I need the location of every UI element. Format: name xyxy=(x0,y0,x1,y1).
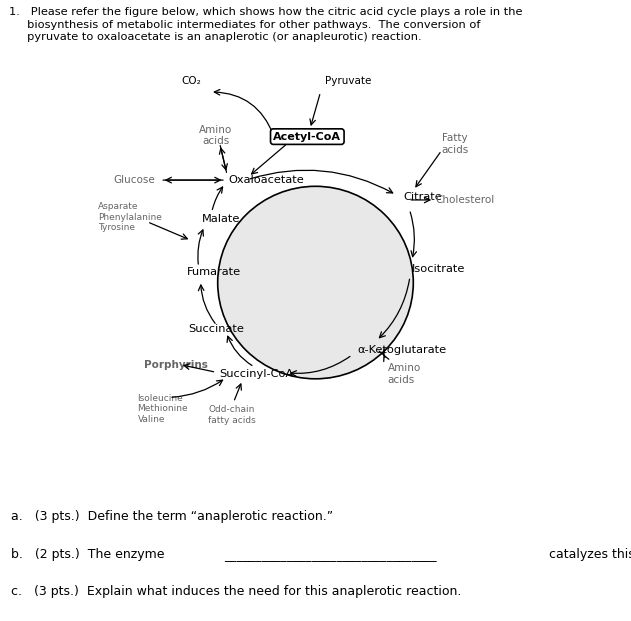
Text: Amino
acids: Amino acids xyxy=(199,125,232,146)
Text: Asparate
Phenylalanine
Tyrosine: Asparate Phenylalanine Tyrosine xyxy=(98,202,162,232)
Text: Cholesterol: Cholesterol xyxy=(435,195,495,205)
Text: __________________________________: __________________________________ xyxy=(224,548,440,561)
Text: Fatty
acids: Fatty acids xyxy=(442,134,469,155)
Text: c.   (3 pts.)  Explain what induces the need for this anaplerotic reaction.: c. (3 pts.) Explain what induces the nee… xyxy=(11,585,462,598)
Text: Citrate: Citrate xyxy=(404,193,442,202)
Text: Fumarate: Fumarate xyxy=(187,267,241,277)
Text: Acetyl-CoA: Acetyl-CoA xyxy=(273,132,341,142)
Text: Glucose: Glucose xyxy=(114,175,155,185)
Text: 1.   Please refer the figure below, which shows how the citric acid cycle plays : 1. Please refer the figure below, which … xyxy=(9,7,523,17)
Text: Odd-chain
fatty acids: Odd-chain fatty acids xyxy=(208,405,256,425)
Text: Amino
acids: Amino acids xyxy=(387,363,421,384)
Text: catalyzes this reaction.: catalyzes this reaction. xyxy=(549,548,631,561)
Text: CO₂: CO₂ xyxy=(181,76,201,86)
Text: a.   (3 pts.)  Define the term “anaplerotic reaction.”: a. (3 pts.) Define the term “anaplerotic… xyxy=(11,510,333,524)
Text: Succinate: Succinate xyxy=(188,324,244,334)
Text: Pyruvate: Pyruvate xyxy=(325,76,371,86)
Text: Isocitrate: Isocitrate xyxy=(411,264,465,274)
Text: pyruvate to oxaloacetate is an anaplerotic (or anapleurotic) reaction.: pyruvate to oxaloacetate is an anaplerot… xyxy=(9,32,422,42)
Text: Porphyrins: Porphyrins xyxy=(144,360,208,370)
Text: Succinyl-CoA: Succinyl-CoA xyxy=(220,369,294,379)
Circle shape xyxy=(218,186,413,379)
Text: b.   (2 pts.)  The enzyme: b. (2 pts.) The enzyme xyxy=(11,548,169,561)
Text: Malate: Malate xyxy=(202,214,240,224)
Text: Isoleucine
Methionine
Valine: Isoleucine Methionine Valine xyxy=(138,394,188,424)
Text: α-Ketoglutarate: α-Ketoglutarate xyxy=(358,345,447,355)
Text: Oxaloacetate: Oxaloacetate xyxy=(228,175,304,185)
Text: biosynthesis of metabolic intermediates for other pathways.  The conversion of: biosynthesis of metabolic intermediates … xyxy=(9,20,481,30)
